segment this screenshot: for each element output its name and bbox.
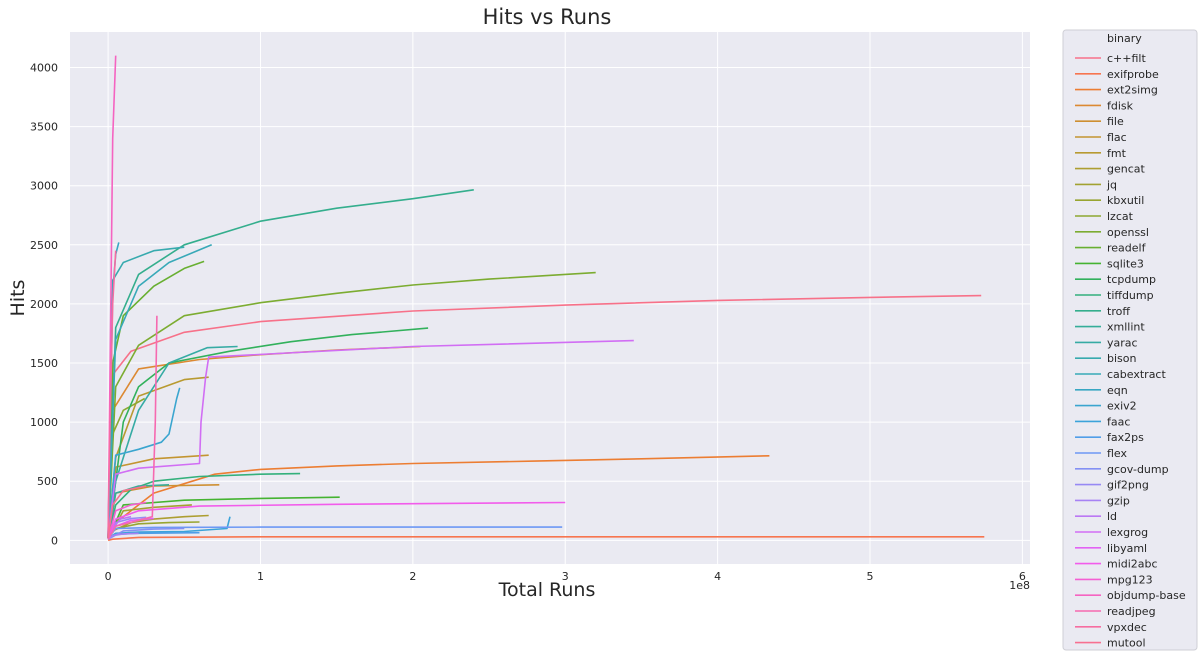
series-line-troff [107,189,474,539]
legend-entry-label: exifprobe [1107,68,1159,81]
legend-entry-label: gencat [1107,163,1146,176]
series-line-ext2simg [107,455,770,539]
legend-entry-label: file [1107,115,1124,128]
legend: binary c++filt exifprobe ext2simg fdisk file… [1062,29,1198,651]
legend-entry-label: xmllint [1107,321,1145,334]
legend-entry-label: ext2simg [1107,84,1158,97]
series-line-mpg123 [107,501,147,540]
y-tick-label: 1500 [30,357,58,370]
series-line-vpxdec [107,250,117,539]
legend-entry-label: midi2abc [1107,558,1158,571]
legend-entry-label: eqn [1107,384,1128,397]
legend-entry-label: readjpeg [1107,605,1156,618]
y-tick-label: 4000 [30,61,58,74]
legend-entry-label: openssl [1107,226,1149,239]
legend-entry-label: troff [1107,305,1130,318]
series-line-gzip [107,532,139,540]
series-line-yarac [107,345,238,539]
x-axis-offset-label: 1e8 [1009,579,1030,592]
legend-entry-label: faac [1107,415,1130,428]
legend-entry-label: objdump-base [1107,589,1186,602]
legend-entry-label: libyaml [1107,542,1147,555]
legend-entry-label: kbxutil [1107,194,1144,207]
series-line-objdump-base [107,55,117,537]
legend-title: binary [1107,32,1142,45]
legend-entry-label: tiffdump [1107,289,1154,302]
y-tick-label: 3500 [30,121,58,134]
series-line-sqlite3 [107,496,340,540]
legend-entry-label: fax2ps [1107,431,1144,444]
legend-entry-label: readelf [1107,242,1147,255]
legend-entry-label: jq [1106,178,1117,191]
series-line-openssl [107,271,596,539]
legend-entry-label: gzip [1107,494,1130,507]
series-line-c-filt [107,294,982,539]
legend-entry-label: vpxdec [1107,621,1147,634]
series-line-readjpeg [107,315,158,540]
series-line-flex [107,526,563,539]
series-line-midi2abc [107,501,566,540]
legend-entry-label: mutool [1107,637,1146,650]
legend-entries: c++filt exifprobe ext2simg fdisk file flac fmt… [1075,52,1186,650]
legend-entry-label: bison [1107,352,1136,365]
legend-entry-label: sqlite3 [1107,257,1144,270]
legend-entry-label: lzcat [1107,210,1134,223]
legend-entry-label: gif2png [1107,479,1149,492]
x-tick-label: 5 [867,570,874,583]
legend-entry-label: exiv2 [1107,400,1137,413]
y-tick-label: 2500 [30,239,58,252]
legend-entry-label: tcpdump [1107,273,1156,286]
legend-entry-label: fdisk [1107,99,1134,112]
series-line-mutool [107,485,147,539]
legend-entry-label: flex [1107,447,1128,460]
x-tick-label: 4 [714,570,721,583]
y-tick-label: 3000 [30,180,58,193]
x-axis-label: Total Runs [498,579,596,601]
y-axis-label: Hits [7,280,29,317]
series-line-lexgrog [107,339,634,539]
series-line-cabextract [107,244,213,539]
legend-entry-label: fmt [1107,147,1127,160]
y-tick-label: 500 [37,475,58,488]
legend-entry-label: flac [1107,131,1127,144]
legend-entry-label: cabextract [1107,368,1166,381]
tick-layer: 0 1 2 3 4 5 6 0 500 1000 1500 2000 2500 3000 3500 4000 [30,61,1026,583]
x-tick-label: 6 [1019,570,1026,583]
legend-entry-label: mpg123 [1107,573,1153,586]
grid-layer [70,32,1030,564]
x-tick-label: 3 [562,570,569,583]
x-tick-label: 1 [257,570,264,583]
y-tick-label: 1000 [30,416,58,429]
legend-entry-label: yarac [1107,336,1138,349]
y-tick-label: 0 [51,534,58,547]
series-line-exiv2 [107,387,181,539]
y-tick-label: 2000 [30,298,58,311]
legend-entry-label: lexgrog [1107,526,1148,539]
chart-title: Hits vs Runs [483,5,612,29]
series-line-readelf [107,260,205,539]
series-line-exifprobe [107,535,985,542]
legend-entry-label: c++filt [1107,52,1146,65]
legend-entry-label: gcov-dump [1107,463,1169,476]
legend-entry-label: ld [1107,510,1117,523]
x-tick-label: 0 [105,570,112,583]
series-layer [107,55,985,542]
x-tick-label: 2 [409,570,416,583]
